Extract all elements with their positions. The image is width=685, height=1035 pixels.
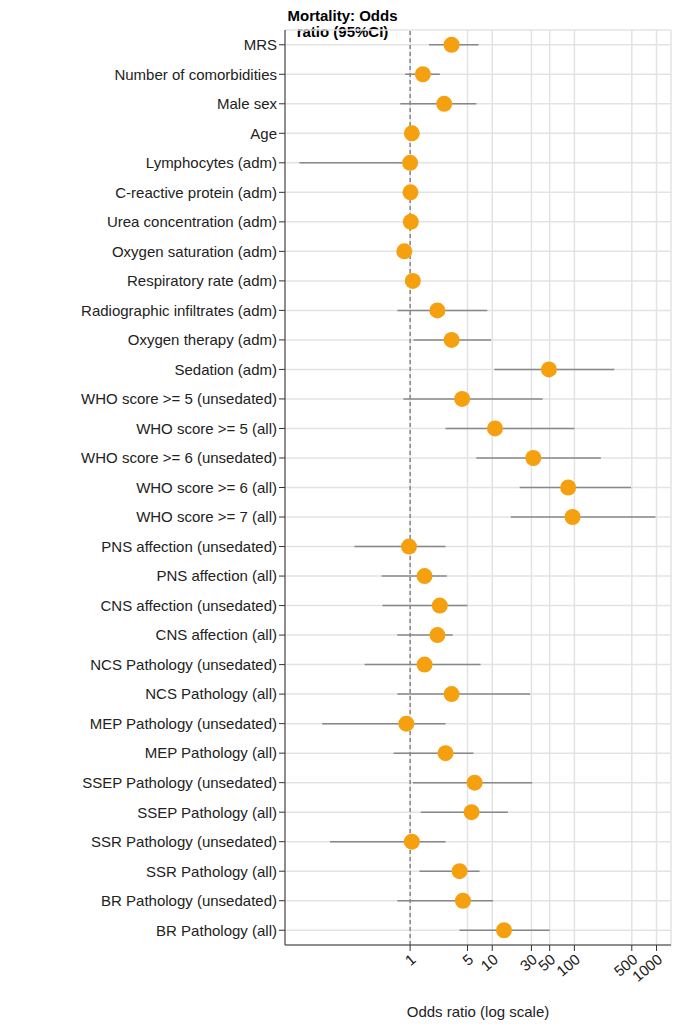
svg-text:BR Pathology (unsedated): BR Pathology (unsedated) xyxy=(101,892,277,909)
svg-text:NCS Pathology (unsedated): NCS Pathology (unsedated) xyxy=(90,656,277,673)
svg-text:Radiographic infiltrates (adm): Radiographic infiltrates (adm) xyxy=(81,302,277,319)
svg-text:100: 100 xyxy=(553,950,583,979)
svg-text:1: 1 xyxy=(402,950,419,968)
svg-text:WHO score >= 5 (all): WHO score >= 5 (all) xyxy=(136,420,277,437)
svg-text:PNS affection (all): PNS affection (all) xyxy=(156,567,277,584)
svg-text:SSR Pathology (unsedated): SSR Pathology (unsedated) xyxy=(91,833,277,850)
svg-text:C-reactive protein (adm): C-reactive protein (adm) xyxy=(115,184,277,201)
html-text:Mortality: Odds ratio (95%CI): Mortality: Odds ratio (95%CI) xyxy=(287,7,398,40)
svg-text:Odds ratio (log scale): Odds ratio (log scale) xyxy=(407,1003,550,1020)
svg-text:MEP Pathology (all): MEP Pathology (all) xyxy=(145,744,277,761)
svg-text:Male sex: Male sex xyxy=(217,95,278,112)
svg-text:MRS: MRS xyxy=(244,36,277,53)
svg-text:Age: Age xyxy=(250,125,277,142)
svg-text:SSR Pathology (all): SSR Pathology (all) xyxy=(146,863,277,880)
svg-text:Urea concentration (adm): Urea concentration (adm) xyxy=(107,213,277,230)
svg-text:PNS affection (unsedated): PNS affection (unsedated) xyxy=(101,538,277,555)
svg-text:500: 500 xyxy=(610,950,641,980)
svg-text:50: 50 xyxy=(535,950,559,974)
svg-text:Oxygen saturation (adm): Oxygen saturation (adm) xyxy=(112,243,277,260)
svg-text:Sedation (adm): Sedation (adm) xyxy=(174,361,277,378)
svg-text:WHO score >= 5 (unsedated): WHO score >= 5 (unsedated) xyxy=(81,390,277,407)
svg-text:WHO score >= 6 (unsedated): WHO score >= 6 (unsedated) xyxy=(81,449,277,466)
svg-text:5: 5 xyxy=(459,950,476,968)
svg-text:CNS affection (unsedated): CNS affection (unsedated) xyxy=(101,597,278,614)
svg-text:WHO score >= 7 (all): WHO score >= 7 (all) xyxy=(136,508,277,525)
svg-text:1000: 1000 xyxy=(629,950,665,984)
svg-text:Oxygen therapy (adm): Oxygen therapy (adm) xyxy=(128,331,277,348)
svg-text:SSEP Pathology (unsedated): SSEP Pathology (unsedated) xyxy=(82,774,277,791)
svg-text:30: 30 xyxy=(516,950,541,975)
svg-text:Respiratory rate (adm): Respiratory rate (adm) xyxy=(127,272,277,289)
svg-text:SSEP Pathology (all): SSEP Pathology (all) xyxy=(137,804,277,821)
svg-text:MEP Pathology (unsedated): MEP Pathology (unsedated) xyxy=(90,715,277,732)
svg-text:NCS Pathology (all): NCS Pathology (all) xyxy=(145,685,277,702)
svg-text:CNS affection (all): CNS affection (all) xyxy=(156,626,277,643)
svg-text:10: 10 xyxy=(477,950,501,974)
svg-text:BR Pathology (all): BR Pathology (all) xyxy=(156,922,277,939)
svg-text:Lymphocytes (adm): Lymphocytes (adm) xyxy=(146,154,277,171)
svg-text:WHO score >= 6 (all): WHO score >= 6 (all) xyxy=(136,479,277,496)
svg-text:Number of comorbidities: Number of comorbidities xyxy=(114,66,277,83)
